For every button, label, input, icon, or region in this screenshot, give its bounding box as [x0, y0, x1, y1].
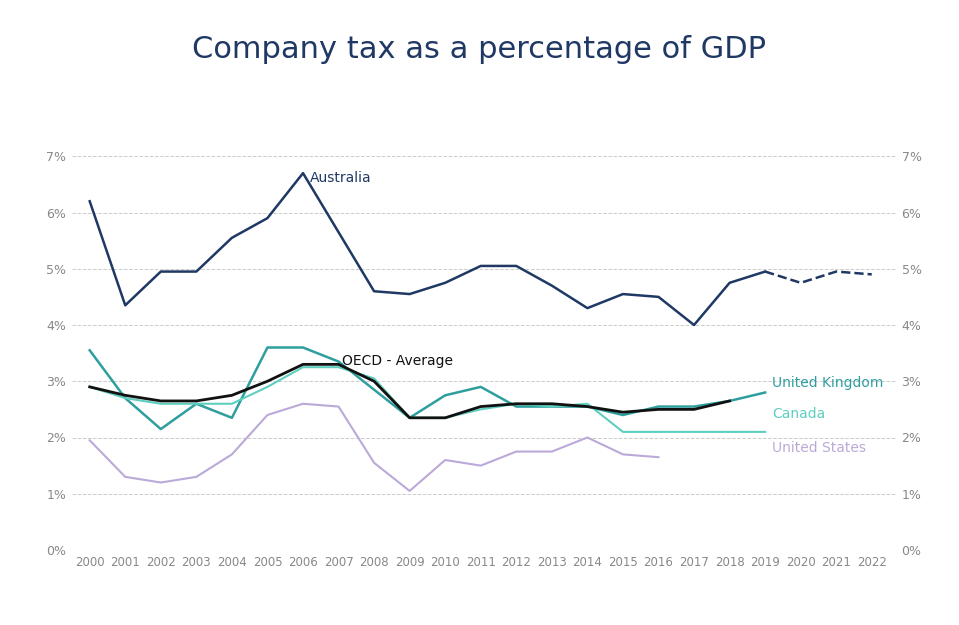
Text: United States: United States	[772, 441, 866, 454]
Text: Australia: Australia	[310, 171, 372, 184]
Text: OECD - Average: OECD - Average	[342, 354, 453, 369]
Text: United Kingdom: United Kingdom	[772, 376, 883, 390]
Text: Company tax as a percentage of GDP: Company tax as a percentage of GDP	[193, 36, 766, 64]
Text: Canada: Canada	[772, 407, 826, 421]
